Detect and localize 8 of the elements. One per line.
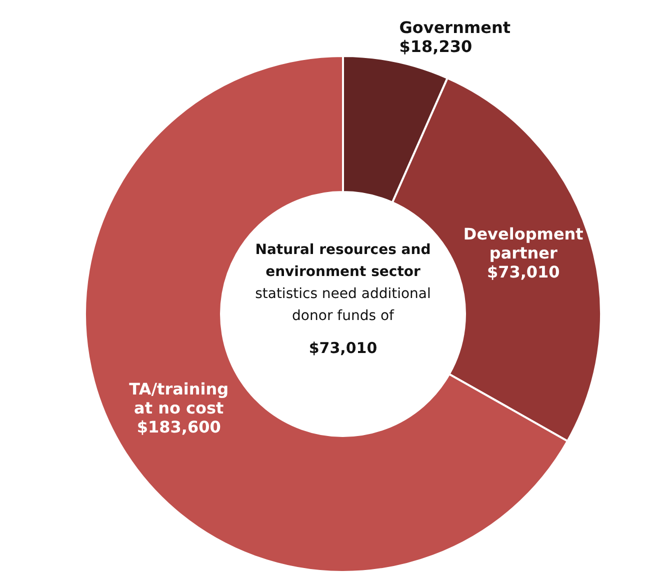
text: statistics need additional donor funds of (255, 286, 431, 324)
text: $73,010 (308, 338, 378, 359)
data-label: $18,230 (399, 37, 472, 56)
slice-label: TA/training at no cost (129, 380, 229, 418)
slice-label: Development partner (463, 224, 584, 263)
data-label: $183,600 (136, 418, 221, 438)
slice-label: Government (399, 18, 511, 38)
data-label: $73,010 (486, 262, 560, 282)
